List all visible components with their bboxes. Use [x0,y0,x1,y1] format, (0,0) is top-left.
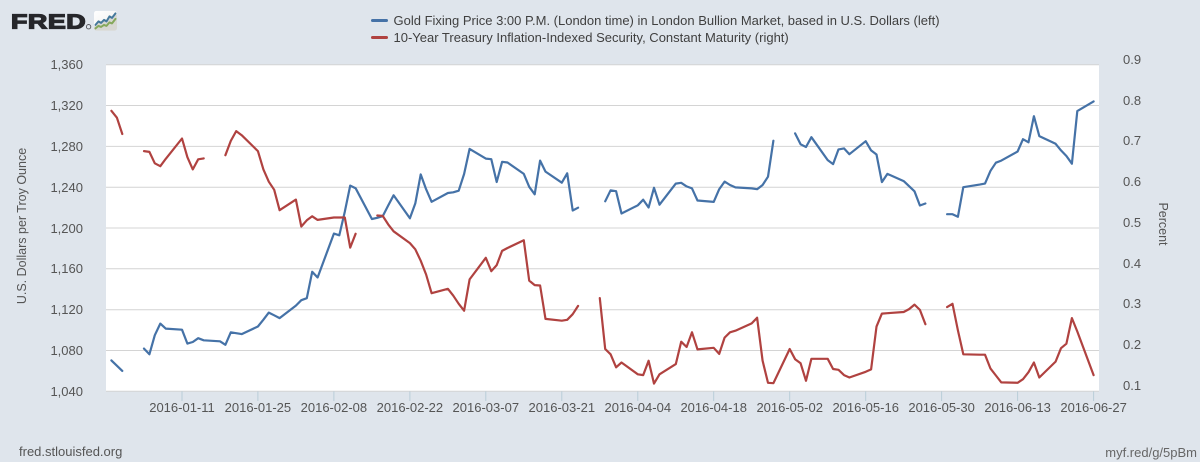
svg-text:FRED: FRED [11,10,86,33]
